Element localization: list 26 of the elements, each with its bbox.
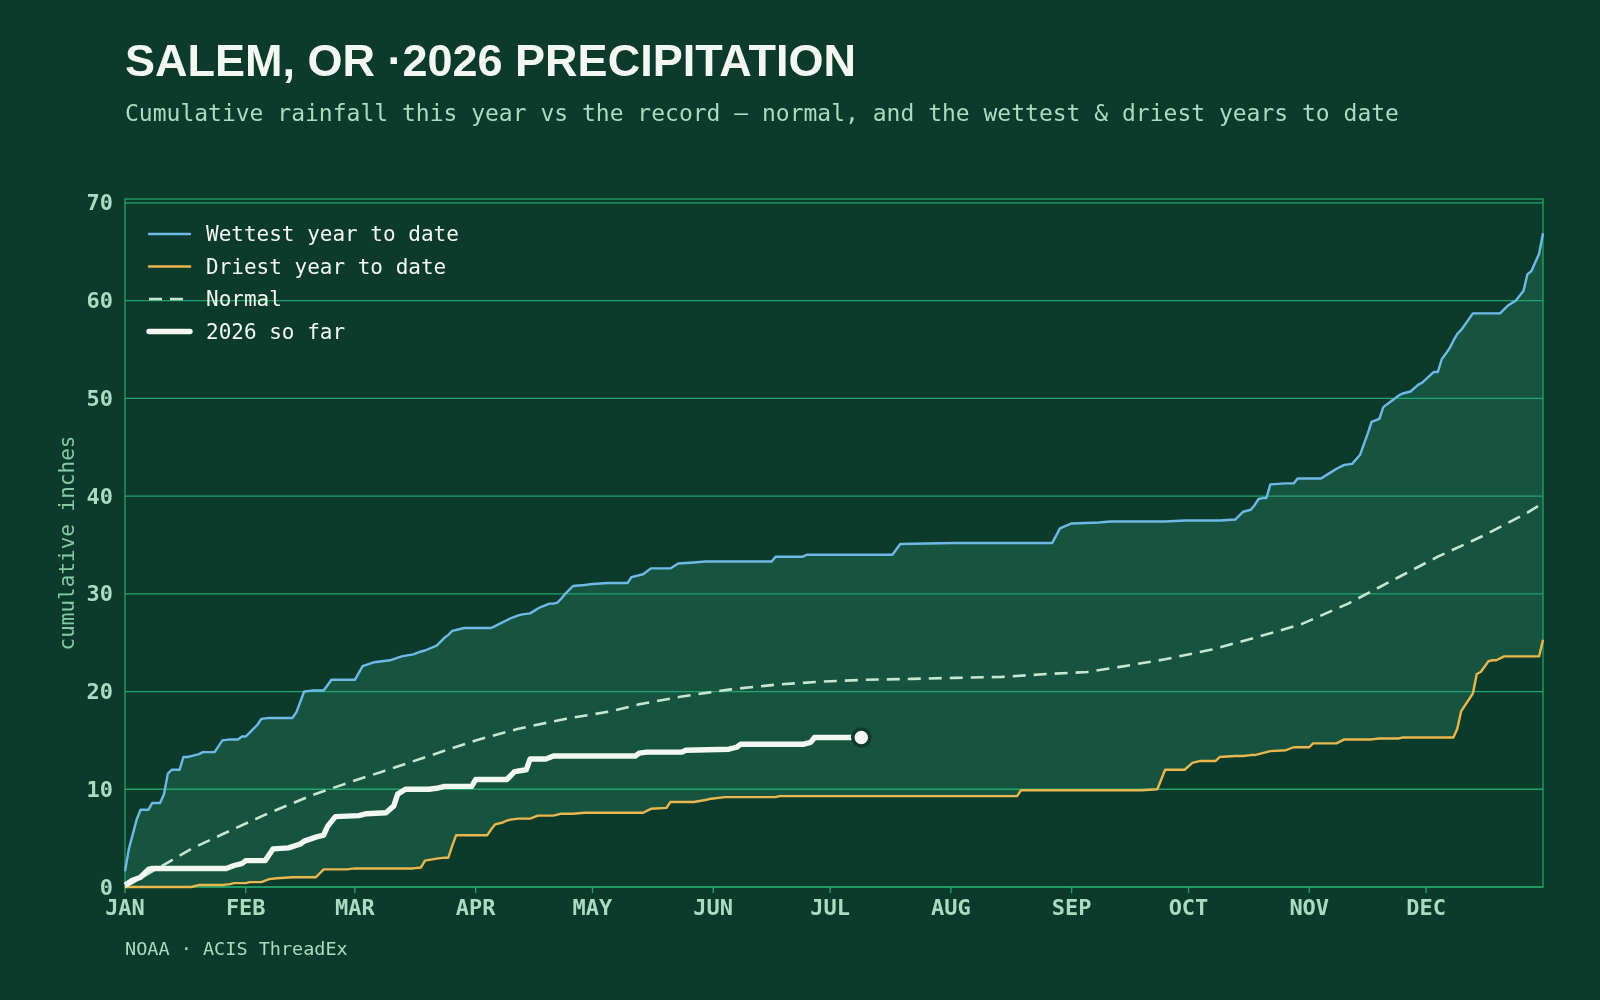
x-tick-label: MAY: [572, 895, 614, 920]
x-tick-label: JUL: [810, 895, 850, 920]
x-tick-label: JUN: [693, 895, 734, 920]
x-tick-label: AUG: [930, 895, 971, 920]
x-tick-label: APR: [455, 895, 497, 920]
y-tick-label: 50: [86, 385, 113, 411]
text: NOAA · ACIS ThreadEx: [125, 938, 348, 959]
x-tick-label: DEC: [1406, 895, 1447, 920]
y-tick-label: 40: [86, 483, 113, 509]
legend-label: Wettest year to date: [206, 222, 459, 246]
x-tick-label: FEB: [225, 895, 266, 920]
chart-subtitle: Cumulative rainfall this year vs the record — normal, and the wettest & driest years to date: [125, 100, 1399, 126]
y-tick-label: 20: [86, 679, 113, 705]
x-tick-label: MAR: [334, 895, 376, 920]
legend-label: 2026 so far: [206, 319, 346, 344]
y-tick-label: 30: [86, 581, 113, 607]
y-tick-label: 60: [86, 288, 113, 314]
chart-title: SALEM, OR ·2026 PRECIPITATION: [125, 35, 856, 86]
x-tick-label: OCT: [1168, 895, 1209, 920]
y-tick-label: 70: [86, 190, 113, 216]
x-tick-label: SEP: [1051, 895, 1092, 920]
legend-label: Normal: [206, 287, 282, 311]
legend-label: Driest year to date: [206, 254, 447, 279]
y-tick-label: 10: [86, 776, 113, 802]
y-axis-title: cumulative inches: [55, 435, 79, 651]
x-tick-label: NOV: [1289, 895, 1330, 920]
